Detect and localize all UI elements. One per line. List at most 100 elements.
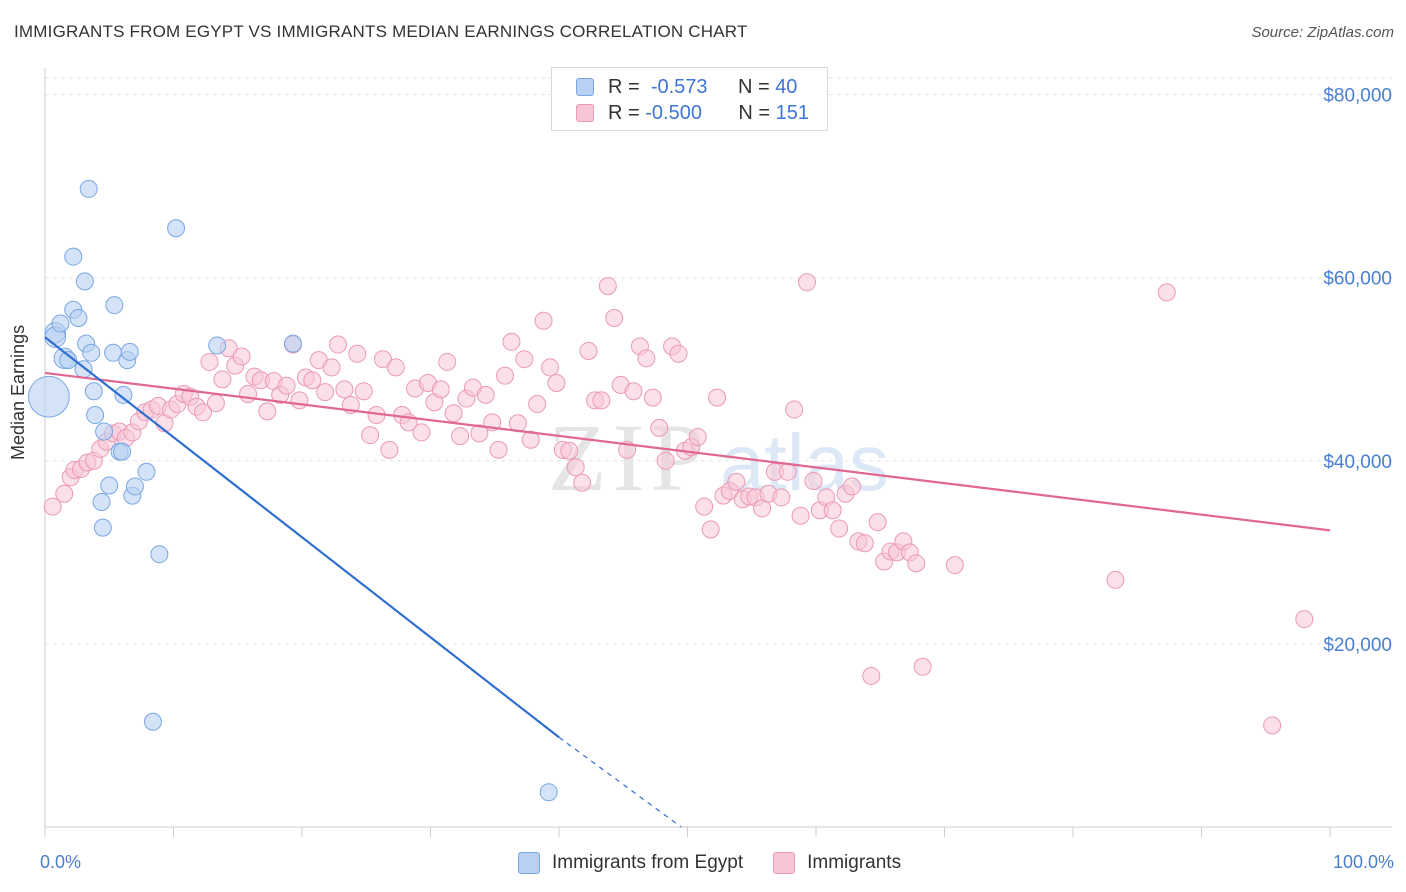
immigrants-point [907,554,926,573]
series-immigrants-points [43,273,1314,735]
immigrants-swatch [576,104,594,122]
immigrants-point [470,424,489,443]
trend-lines [44,336,1331,828]
egypt-point [113,442,132,461]
egypt-point [27,375,70,418]
immigrants-point [573,473,592,492]
egypt-point [82,343,101,362]
immigrants-point [855,534,874,553]
immigrants-point [727,472,746,491]
legend-immigrants-label: Immigrants [807,852,902,873]
immigrants-point [328,335,347,354]
egypt-point [284,334,303,353]
egypt-point [150,545,169,564]
immigrants-point [656,451,675,470]
immigrants-point [43,497,62,516]
egypt-point [120,342,139,361]
immigrants-point [232,347,251,366]
immigrants-point [496,366,515,385]
immigrants-point [373,350,392,369]
n-value: 40 [775,75,798,98]
immigrants-point [1157,283,1176,302]
immigrants-point [213,370,232,389]
immigrants-point [444,404,463,423]
immigrants-point [380,440,399,459]
egypt-point [69,308,88,327]
immigrants-point [598,276,617,295]
egypt-point [75,272,94,291]
immigrants-point [258,402,277,421]
immigrants-point [515,350,534,369]
x-tick-label-right: 100.0% [1332,852,1394,872]
egypt-point [167,219,186,238]
immigrants-trend-line [44,371,1331,532]
egypt-point [79,179,98,198]
immigrants-point [945,556,964,575]
immigrants-point [521,430,540,449]
egypt-point [137,462,156,481]
immigrants-point [335,380,354,399]
n-label: N = [738,101,771,124]
immigrants-point [316,383,335,402]
legend-egypt-label: Immigrants from Egypt [552,852,744,873]
legend-egypt-swatch [518,852,540,874]
immigrants-point [637,349,656,368]
r-value: -0.500 [645,101,702,124]
y-tick-label: $40,000 [1323,452,1392,473]
stats-row-egypt: R = -0.573 N = 40 [576,75,797,99]
egypt-point [93,518,112,537]
immigrants-point [1106,570,1125,589]
immigrants-point [566,458,585,477]
immigrants-point [451,427,470,446]
y-axis-label: Median Earnings [8,324,28,460]
immigrants-point [798,273,817,292]
immigrants-point [239,384,258,403]
egypt-point [125,477,144,496]
immigrants-point [708,388,727,407]
immigrants-point [579,341,598,360]
immigrants-point [348,344,367,363]
egypt-point [143,712,162,731]
immigrants-point [476,385,495,404]
immigrants-point [804,471,823,490]
immigrants-point [361,426,380,445]
immigrants-point [791,506,810,525]
chart-title: IMMIGRANTS FROM EGYPT VS IMMIGRANTS MEDI… [14,22,748,41]
immigrants-point [354,382,373,401]
immigrants-point [534,311,553,330]
immigrants-point [624,382,643,401]
egypt-trend-line-extension [558,736,682,828]
immigrants-point [669,344,688,363]
legend-immigrants-swatch [773,852,796,874]
immigrants-point [303,371,322,390]
immigrants-point [643,388,662,407]
immigrants-point [830,519,849,538]
egypt-point [95,422,114,441]
y-tick-labels: $20,000 $40,000 $60,000 $80,000 [1323,86,1392,656]
immigrants-point [605,308,624,327]
immigrants-point [200,352,219,371]
immigrants-point [386,358,405,377]
immigrants-point [1263,716,1282,735]
immigrants-point [650,418,669,437]
egypt-point [105,296,124,315]
r-value: -0.573 [650,75,708,98]
immigrants-point [772,488,791,507]
egypt-point [51,314,70,333]
immigrants-point [502,332,521,351]
immigrants-point [1295,610,1314,629]
egypt-point [86,406,105,425]
y-tick-label: $60,000 [1323,269,1392,290]
immigrants-point [688,428,707,447]
egypt-point [64,247,83,266]
immigrants-point [431,380,450,399]
r-label: R = [608,75,640,98]
immigrants-point [785,400,804,419]
egypt-point [208,336,227,355]
stats-row-immigrants: R = -0.500 N = 151 [576,101,809,125]
source-label: Source: ZipAtlas.com [1251,24,1394,41]
egypt-point [100,476,119,495]
immigrants-point [438,352,457,371]
immigrants-point [322,358,341,377]
y-tick-label: $20,000 [1323,635,1392,656]
